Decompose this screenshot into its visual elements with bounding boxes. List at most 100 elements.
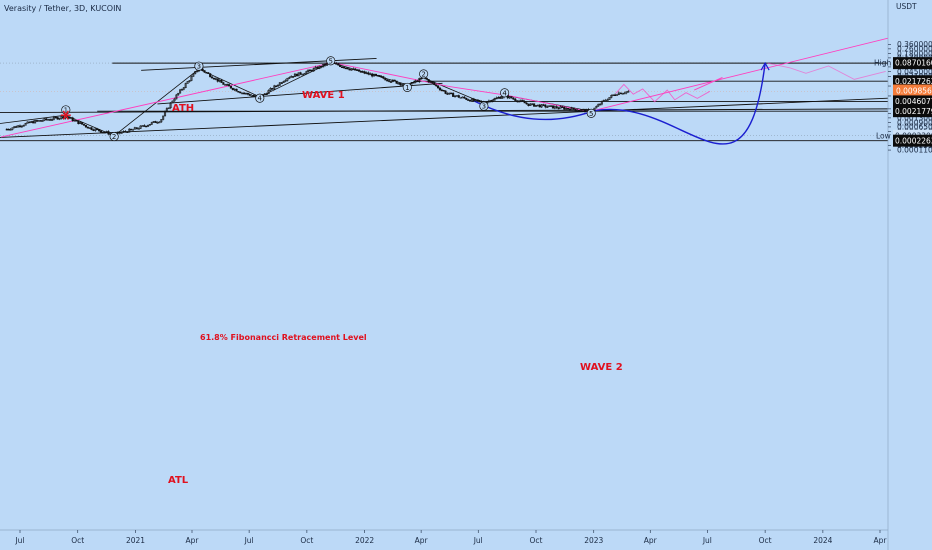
candle[interactable] xyxy=(154,120,157,123)
candle[interactable] xyxy=(602,99,605,102)
candle[interactable] xyxy=(137,127,140,130)
candle[interactable] xyxy=(246,92,249,96)
candle[interactable] xyxy=(350,68,353,71)
candle[interactable] xyxy=(194,70,197,75)
candle[interactable] xyxy=(472,97,475,102)
candle[interactable] xyxy=(212,77,216,80)
candle[interactable] xyxy=(582,108,585,111)
candle[interactable] xyxy=(429,80,432,83)
candle[interactable] xyxy=(269,87,272,92)
candle[interactable] xyxy=(410,81,413,85)
candle[interactable] xyxy=(566,108,570,110)
candle[interactable] xyxy=(551,105,554,109)
candle[interactable] xyxy=(324,63,327,67)
candle[interactable] xyxy=(229,85,232,89)
candle[interactable] xyxy=(461,96,464,99)
candle[interactable] xyxy=(548,105,551,107)
candle[interactable] xyxy=(122,130,125,134)
candle[interactable] xyxy=(305,70,308,75)
candle[interactable] xyxy=(493,97,496,101)
candle[interactable] xyxy=(427,78,430,83)
candle[interactable] xyxy=(576,108,579,112)
candle[interactable] xyxy=(570,106,573,111)
candle[interactable] xyxy=(34,119,37,124)
candle[interactable] xyxy=(367,71,370,76)
candle[interactable] xyxy=(397,82,400,85)
candle[interactable] xyxy=(224,83,227,86)
candle[interactable] xyxy=(56,116,59,120)
candle[interactable] xyxy=(612,94,615,97)
candle[interactable] xyxy=(147,124,150,128)
candle[interactable] xyxy=(431,81,434,85)
candle[interactable] xyxy=(346,67,349,70)
candle[interactable] xyxy=(342,66,345,69)
candle[interactable] xyxy=(50,118,54,121)
candle[interactable] xyxy=(286,77,289,82)
candle[interactable] xyxy=(322,64,325,68)
candle[interactable] xyxy=(67,116,71,120)
candle[interactable] xyxy=(235,88,238,92)
candle[interactable] xyxy=(162,115,165,121)
candle[interactable] xyxy=(438,86,442,92)
candle[interactable] xyxy=(615,94,619,96)
candle[interactable] xyxy=(442,89,445,92)
candle[interactable] xyxy=(401,83,404,86)
candle[interactable] xyxy=(188,80,191,83)
candle[interactable] xyxy=(465,97,468,101)
candle[interactable] xyxy=(625,91,628,95)
candle[interactable] xyxy=(120,131,123,134)
candle[interactable] xyxy=(152,121,155,124)
candle[interactable] xyxy=(43,118,46,122)
candle[interactable] xyxy=(77,120,80,125)
candle[interactable] xyxy=(233,88,236,91)
candle[interactable] xyxy=(171,100,174,104)
candle[interactable] xyxy=(79,121,82,125)
candle[interactable] xyxy=(143,124,146,127)
candle[interactable] xyxy=(388,80,391,83)
candle[interactable] xyxy=(344,67,347,70)
candle[interactable] xyxy=(516,100,519,103)
candle[interactable] xyxy=(145,125,148,128)
candle[interactable] xyxy=(372,73,376,77)
candle[interactable] xyxy=(205,71,208,74)
candle[interactable] xyxy=(292,76,295,78)
candle[interactable] xyxy=(214,77,217,81)
candle[interactable] xyxy=(177,92,180,96)
candle[interactable] xyxy=(290,75,293,78)
candle[interactable] xyxy=(275,85,278,88)
candle[interactable] xyxy=(32,120,35,124)
candle[interactable] xyxy=(101,131,104,134)
candle[interactable] xyxy=(339,64,342,68)
candle[interactable] xyxy=(124,129,127,133)
candle[interactable] xyxy=(92,128,95,132)
candle[interactable] xyxy=(47,118,50,121)
candle[interactable] xyxy=(365,71,368,75)
candle[interactable] xyxy=(412,81,415,84)
candle[interactable] xyxy=(384,77,387,81)
candle[interactable] xyxy=(476,99,479,102)
candle[interactable] xyxy=(399,82,402,87)
candle[interactable] xyxy=(499,96,502,99)
candle[interactable] xyxy=(99,130,103,133)
candle[interactable] xyxy=(497,96,500,99)
candle[interactable] xyxy=(158,121,161,124)
candle[interactable] xyxy=(184,82,187,89)
candle[interactable] xyxy=(271,87,274,90)
candle[interactable] xyxy=(335,61,338,65)
candle[interactable] xyxy=(363,70,366,75)
candle[interactable] xyxy=(380,75,383,78)
candle[interactable] xyxy=(621,92,624,95)
candle[interactable] xyxy=(478,99,481,103)
candle[interactable] xyxy=(84,124,87,129)
candle[interactable] xyxy=(105,130,108,133)
candle[interactable] xyxy=(376,74,379,77)
candle[interactable] xyxy=(244,92,248,95)
candle[interactable] xyxy=(318,65,321,70)
candle[interactable] xyxy=(518,99,521,103)
candle[interactable] xyxy=(369,72,372,76)
candle[interactable] xyxy=(58,117,61,121)
time-axis[interactable]: Jul Oct 2021 Apr Jul Oct 2022 Apr Jul Oct 2023 Apr J… xyxy=(0,529,888,545)
candle[interactable] xyxy=(437,84,440,89)
candle[interactable] xyxy=(474,98,477,103)
candle[interactable] xyxy=(308,68,312,72)
